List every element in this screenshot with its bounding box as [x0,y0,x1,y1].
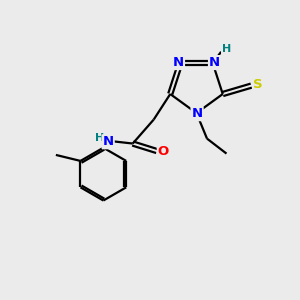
Text: N: N [209,56,220,69]
Text: S: S [253,78,263,91]
Text: N: N [103,135,114,148]
Text: N: N [173,56,184,69]
Text: N: N [191,107,203,120]
Text: O: O [158,146,169,158]
Text: H: H [222,44,231,54]
Text: H: H [94,133,104,142]
